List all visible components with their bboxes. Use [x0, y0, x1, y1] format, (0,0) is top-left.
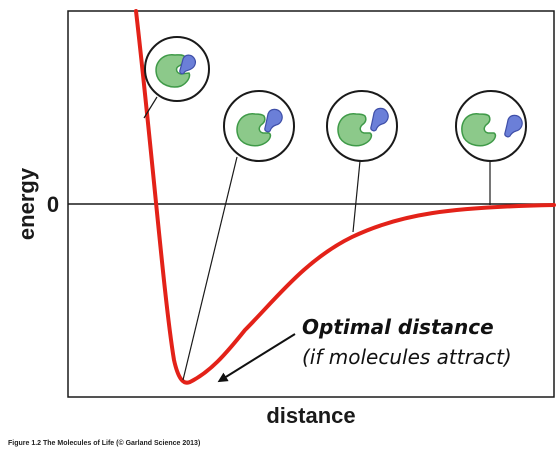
annotation-title: Optimal distance: [302, 315, 494, 339]
ligand-shape: [370, 107, 389, 132]
ligand-shape: [264, 108, 283, 133]
protein-shape: [461, 113, 497, 147]
leader-line-optimal: [182, 156, 238, 381]
inset-molecules-far: [455, 90, 527, 162]
ligand-shape: [179, 54, 197, 75]
ligand-shape: [504, 114, 523, 138]
figure-credit: Figure 1.2 The Molecules of Life (© Garl…: [8, 439, 200, 447]
y-axis-label: energy: [14, 167, 39, 240]
energy-curve: [134, 9, 556, 385]
inset-leaders: [143, 96, 491, 381]
leader-line-separated: [352, 160, 361, 233]
protein-shape: [337, 113, 373, 147]
annotation-arrow: [217, 333, 296, 383]
annotation-subtitle: (if molecules attract): [302, 345, 512, 369]
inset-molecules-overlapping: [144, 36, 210, 102]
protein-shape: [236, 113, 272, 147]
x-axis-label: distance: [266, 403, 355, 428]
inset-molecules-separated: [326, 90, 398, 162]
inset-molecules-optimal: [223, 90, 295, 162]
leader-line-overlapping: [143, 96, 158, 119]
y-tick-label-0: 0: [47, 192, 59, 217]
